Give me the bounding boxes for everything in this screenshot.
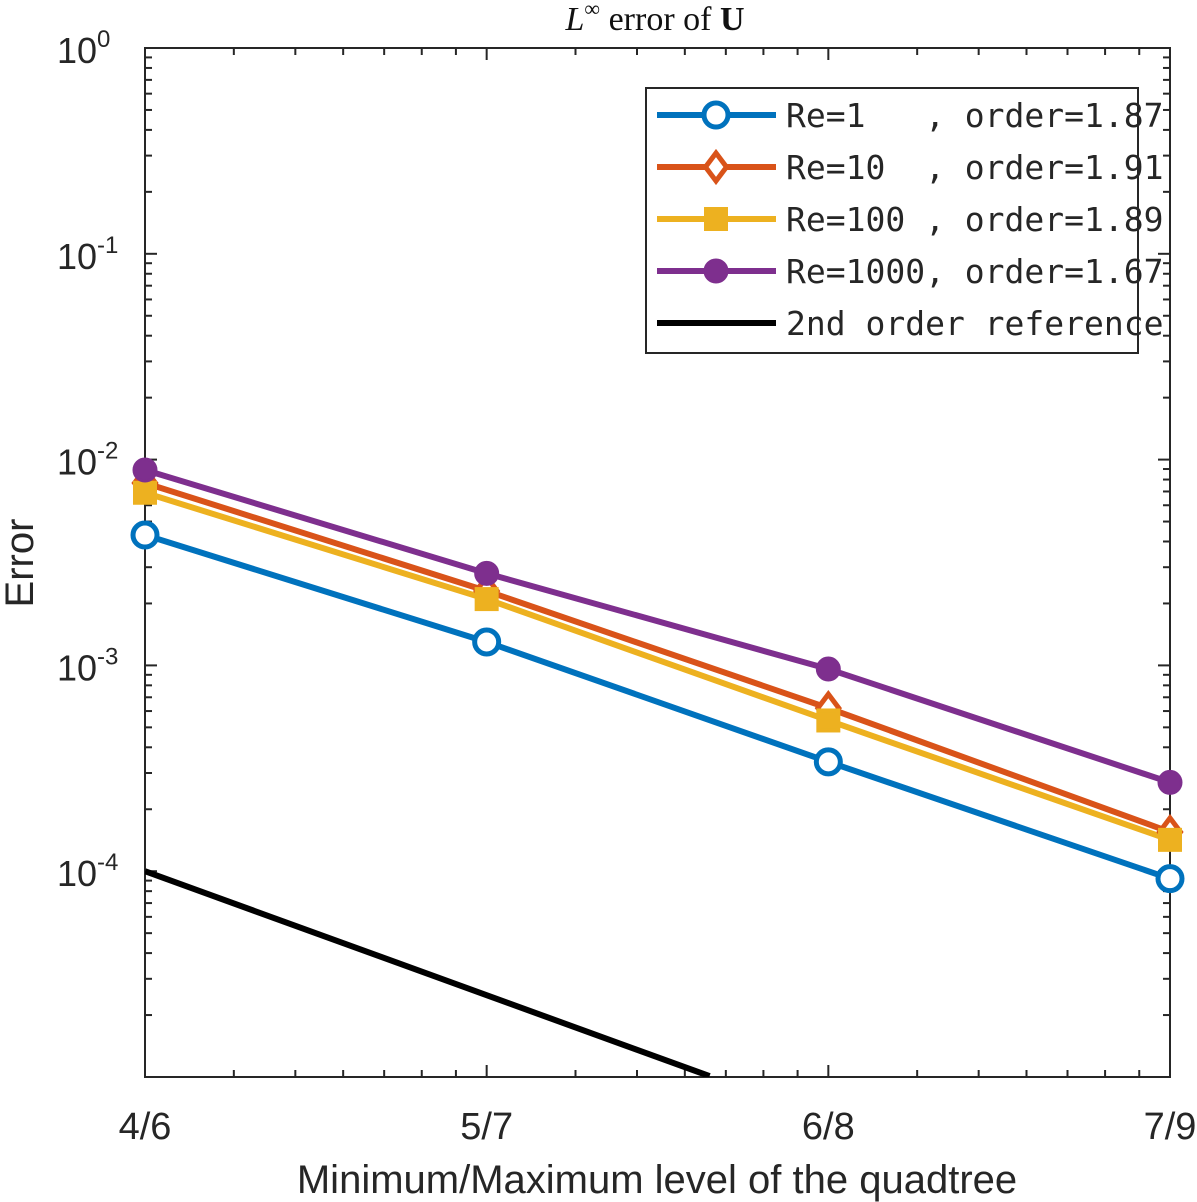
series-line xyxy=(145,480,1170,835)
title-superscript: ∞ xyxy=(584,0,600,21)
data-point xyxy=(815,656,841,682)
legend: Re=1 , order=1.87 Re=10 , order=1.91 Re=10… xyxy=(645,87,1164,354)
title-text: error of xyxy=(600,1,720,38)
x-tick-marks xyxy=(144,48,1171,1077)
legend-marker xyxy=(701,100,731,130)
data-point xyxy=(816,708,841,733)
legend-items: Re=1 , order=1.87 Re=10 , order=1.91 Re=10… xyxy=(657,96,1164,343)
data-point xyxy=(472,627,502,657)
x-tick-label: 5/7 xyxy=(460,1106,513,1148)
legend-label: 2nd order reference xyxy=(786,304,1164,343)
y-axis-label: Error xyxy=(0,519,42,608)
series-layer xyxy=(145,467,1170,1077)
x-tick-labels: 4/6 5/7 6/8 7/9 xyxy=(119,1106,1197,1148)
data-point xyxy=(813,747,843,777)
x-tick-label: 7/9 xyxy=(1144,1106,1197,1148)
legend-marker xyxy=(703,258,729,284)
y-tick-label: 100 xyxy=(57,26,110,71)
data-point xyxy=(1155,864,1185,894)
data-point xyxy=(132,457,158,483)
y-tick-marks xyxy=(145,47,1170,1078)
data-point xyxy=(133,480,157,505)
x-tick-label: 4/6 xyxy=(119,1106,172,1148)
data-point xyxy=(1158,827,1182,852)
x-axis-label: Minimum/Maximum level of the quadtree xyxy=(297,1158,1017,1202)
y-tick-labels: 10-4 10-3 10-2 10-1 100 xyxy=(57,26,118,894)
series-line xyxy=(145,868,711,1077)
legend-marker xyxy=(704,207,728,231)
series-line xyxy=(145,532,1170,882)
y-tick-label: 10-2 xyxy=(57,438,118,483)
legend-label: Re=1000, order=1.67 xyxy=(786,252,1164,291)
x-tick-label: 6/8 xyxy=(802,1106,855,1148)
chart-title: L∞ error of U xyxy=(564,0,744,38)
marker-layer xyxy=(130,457,1185,894)
series-line xyxy=(145,467,1170,786)
y-tick-label: 10-3 xyxy=(57,643,118,688)
legend-label: Re=10 , order=1.91 xyxy=(786,148,1164,187)
data-point xyxy=(474,587,499,612)
y-tick-label: 10-1 xyxy=(57,232,118,277)
legend-marker xyxy=(702,148,730,186)
title-bold-symbol: U xyxy=(720,1,745,38)
title-math-symbol: L xyxy=(564,1,584,38)
series-line xyxy=(145,489,1170,843)
legend-label: Re=100 , order=1.89 xyxy=(786,200,1164,239)
data-point xyxy=(1157,769,1183,795)
y-tick-label: 10-4 xyxy=(57,849,118,894)
data-point xyxy=(130,520,160,550)
data-point xyxy=(474,560,500,586)
legend-label: Re=1 , order=1.87 xyxy=(786,96,1164,135)
